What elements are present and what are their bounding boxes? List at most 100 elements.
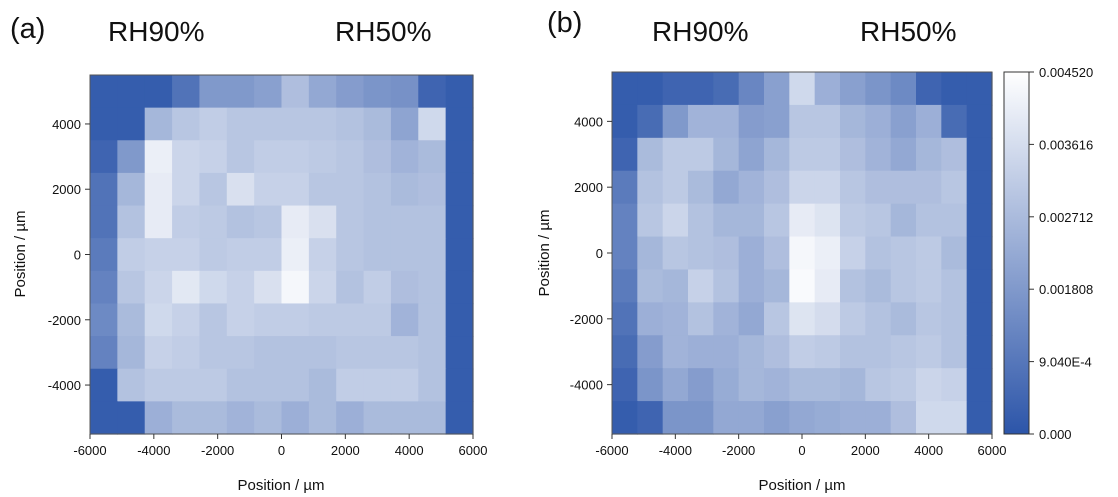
heatmap-cell [738,401,765,435]
heatmap-cell [418,205,447,239]
heatmap-cell [612,269,638,303]
heatmap-cell [814,137,841,172]
panel-b-x-axis-label: Position / µm [758,477,845,494]
heatmap-cell [172,205,201,239]
heatmap-cell [336,303,365,337]
heatmap-cell [226,238,255,272]
panel-a-label: (a) [10,13,45,45]
heatmap-cell [612,170,638,205]
heatmap-cell [789,203,816,238]
heatmap-cell [445,140,474,174]
heatmap-cell [90,107,118,141]
heatmap-cell [764,335,790,369]
heatmap-cell [418,368,447,402]
heatmap-cell [418,336,447,370]
heatmap-cell [789,302,816,336]
heatmap-cell [144,107,173,141]
heatmap-cell [688,269,714,303]
heatmap-cell [662,203,689,238]
heatmap-cell [637,269,664,303]
heatmap-cell [890,368,917,402]
heatmap-cell [336,368,365,402]
heatmap-cell [144,336,173,370]
heatmap-cell [172,270,201,305]
heatmap-cell [941,72,968,106]
heatmap-cell [764,302,790,336]
heatmap-cell [336,336,365,370]
heatmap-cell [612,335,638,369]
heatmap-cell [390,140,419,174]
heatmap-cell [117,75,146,109]
heatmap-cell [281,336,310,370]
heatmap-cell [713,236,740,271]
heatmap-cell [941,236,968,271]
heatmap-cell [789,368,816,402]
heatmap-cell [814,170,841,205]
heatmap-cell [90,303,118,337]
heatmap-cell [688,401,714,435]
heatmap-cell [662,137,689,172]
heatmap-cell [916,104,942,139]
heatmap-cell [418,270,447,305]
heatmap-cell [840,335,866,369]
heatmap-cell [90,270,118,305]
heatmap-cell [226,336,255,370]
heatmap-cell [226,401,255,435]
heatmap-cell [941,137,968,172]
heatmap-cell [612,72,638,106]
heatmap-cell [966,72,993,106]
heatmap-cell [966,203,993,238]
heatmap-cell [336,401,365,435]
heatmap-cell [713,137,740,172]
panel-b-label: (b) [547,7,582,39]
panel-a-condition-right: RH50% [335,16,431,47]
heatmap-cell [789,335,816,369]
heatmap-cell [445,75,474,109]
heatmap-cell [336,107,365,141]
heatmap-cell [966,236,993,271]
colorbar-tick-label: 9.040E-4 [1039,355,1092,370]
heatmap-cell [445,107,474,141]
heatmap-cell [890,170,917,205]
heatmap-cell [612,368,638,402]
heatmap-cell [308,368,337,402]
heatmap-cell [814,368,841,402]
heatmap-cell [418,238,447,272]
heatmap-cell [916,335,942,369]
heatmap-cell [117,303,146,337]
heatmap-cell [941,269,968,303]
heatmap-cell [281,238,310,272]
heatmap-cell [738,236,765,271]
panel-a-condition-left: RH90% [108,16,204,47]
y-tick-label: -4000 [570,378,603,393]
colorbar-tick-label: 0.001808 [1039,282,1093,297]
heatmap-cell [688,203,714,238]
heatmap-cell [144,75,173,109]
heatmap-cell [738,104,765,139]
heatmap-cell [814,401,841,435]
heatmap-cell [814,236,841,271]
panel-b-y-axis-label: Position / µm [536,209,553,296]
heatmap-cell [688,170,714,205]
heatmap-cell [840,236,866,271]
y-tick-label: 4000 [574,114,603,129]
heatmap-cell [336,140,365,174]
heatmap-cell [418,172,447,207]
heatmap-cell [789,72,816,106]
heatmap-cell [90,140,118,174]
x-tick-label: 4000 [395,443,424,458]
heatmap-cell [363,368,392,402]
heatmap-cell [199,368,228,402]
heatmap-cell [738,170,765,205]
heatmap-cell [363,75,392,109]
heatmap-cell [916,203,942,238]
heatmap-cell [814,203,841,238]
heatmap-cell [612,236,638,271]
heatmap-cell [814,335,841,369]
heatmap-cell [738,335,765,369]
heatmap-cell [117,368,146,402]
heatmap-cell [363,303,392,337]
x-tick-label: -6000 [73,443,106,458]
heatmap-cell [418,140,447,174]
heatmap-cell [966,302,993,336]
